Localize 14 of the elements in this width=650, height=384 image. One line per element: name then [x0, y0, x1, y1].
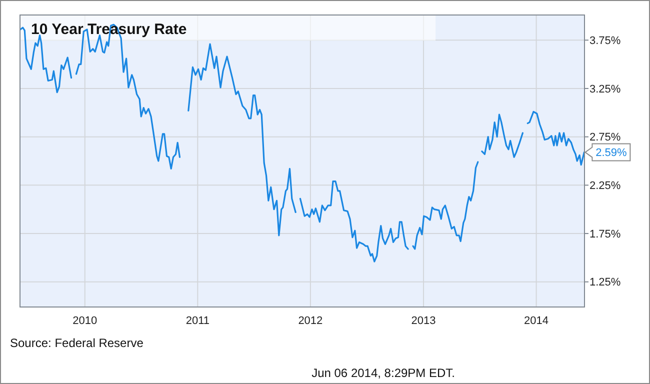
x-tick-label: 2014: [524, 315, 549, 327]
annotation: 2.59%: [596, 147, 627, 160]
y-tick-label: 1.75%: [590, 228, 621, 240]
x-tick-label: 2013: [411, 315, 436, 327]
x-tick-label: 2010: [72, 315, 98, 327]
source-note: Source: Federal Reserve: [10, 336, 144, 350]
text: Jun 06 2014, 8:29PM EDT.: [312, 366, 455, 380]
x-tick-label: 2012: [298, 315, 323, 327]
y-tick-label: 3.75%: [590, 34, 621, 47]
y-tick-label: 2.25%: [590, 180, 621, 192]
y-tick-label: 3.25%: [590, 83, 621, 96]
x-tick-label: 2011: [186, 315, 210, 327]
y-tick-label: 1.25%: [590, 276, 621, 289]
y-tick-label: 2.75%: [590, 132, 621, 144]
